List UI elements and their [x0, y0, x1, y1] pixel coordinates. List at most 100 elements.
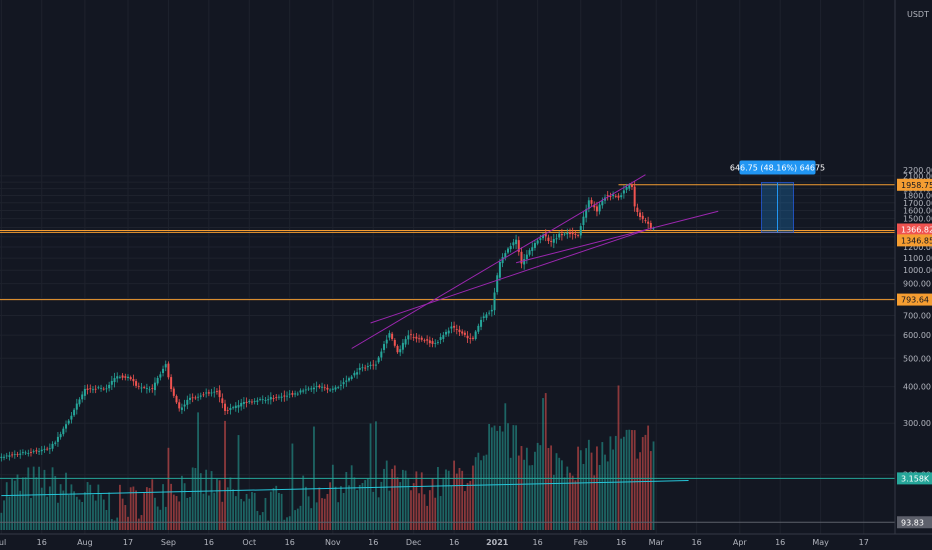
candle-body [210, 392, 213, 394]
candle-body [11, 454, 14, 456]
volume-bar [358, 484, 361, 530]
candle-body [593, 204, 596, 208]
candle-body [622, 190, 625, 194]
volume-bar [175, 496, 178, 530]
candle-body [27, 453, 30, 454]
candle-body [415, 336, 418, 339]
volume-bar [415, 471, 418, 530]
horizontal-levels[interactable] [0, 184, 895, 301]
volume-bar [280, 493, 283, 530]
candle-body [431, 341, 434, 344]
candle-body [261, 399, 264, 401]
volume-bar [636, 458, 639, 530]
price-tick-label: 700.00 [903, 312, 931, 321]
candle-body [407, 335, 410, 340]
time-tick-label: 16 [37, 538, 47, 547]
candle-body [259, 399, 262, 400]
candle-body [121, 375, 124, 378]
volume-bar [121, 498, 124, 530]
volume-bar [162, 484, 164, 530]
candle-body [102, 388, 105, 390]
volume-bar [38, 466, 40, 530]
candle-body [183, 404, 186, 407]
candle-body [466, 335, 469, 339]
candle-body [369, 364, 372, 366]
candle-body [124, 376, 127, 378]
candle-body [477, 325, 480, 332]
volume-bar [366, 478, 369, 530]
volume-bar [92, 494, 94, 530]
volume-bar [183, 483, 186, 530]
volume-bar [326, 493, 329, 530]
candle-body [35, 450, 38, 452]
candle-body [334, 387, 337, 390]
candle-body [639, 212, 642, 218]
price-range-projection[interactable]: 646.75 (48.16%) 64675 [730, 160, 825, 233]
time-tick-label: 17 [123, 538, 133, 547]
candle-body [345, 380, 348, 382]
candle-body [162, 368, 165, 373]
volume-bar [569, 472, 571, 530]
candle-body [307, 388, 310, 390]
candle-body [404, 339, 407, 345]
candle-body [418, 338, 421, 340]
volume-bar [248, 498, 251, 530]
candle-body [396, 346, 399, 353]
candle-body [178, 402, 181, 409]
candle-body [100, 387, 103, 389]
time-tick-label: Mar [649, 538, 665, 547]
volume-bar [455, 473, 458, 530]
volume-bar [234, 496, 237, 530]
volume-bar [251, 491, 253, 530]
candle-body [62, 428, 65, 435]
volume-bar [334, 486, 337, 530]
volume-bar [377, 497, 380, 530]
volume-bar [512, 425, 515, 530]
candle-body [533, 243, 536, 248]
candle-body [587, 200, 590, 210]
volume-bar [515, 425, 517, 530]
volume-bar [641, 437, 644, 530]
candle-body [329, 389, 332, 391]
candle-body [531, 247, 534, 251]
volume-bar [401, 469, 404, 530]
volume-bar [94, 500, 97, 530]
volume-bar [407, 478, 410, 530]
candle-body [426, 339, 429, 341]
price-tick-label: 1100.00 [903, 254, 932, 263]
time-tick-label: 16 [775, 538, 785, 547]
volume-bar [598, 464, 601, 530]
time-axis[interactable]: Jul 16 Aug 17 Sep 16 Oct 16 Nov 16 Dec 16 2021 16 Feb 1… [0, 538, 869, 547]
volume-bar [286, 517, 288, 530]
volume-bar [614, 435, 617, 530]
volume-bar [625, 429, 628, 530]
grid-lines [0, 0, 895, 534]
candle-body [232, 407, 235, 409]
volume-bar [593, 475, 596, 530]
candle-body [86, 388, 89, 390]
candle-body [547, 237, 550, 241]
candle-body [48, 448, 51, 450]
candle-body [385, 339, 388, 344]
volume-bar [566, 466, 569, 530]
volume-bar [488, 423, 491, 530]
volume-bar [102, 499, 105, 530]
volume-bar [375, 421, 377, 530]
volume-bar [420, 472, 423, 530]
candle-body [374, 364, 377, 366]
candle-body [153, 382, 156, 391]
volume-bar [143, 493, 146, 530]
volume-bar [194, 467, 197, 530]
candle-body [29, 452, 32, 453]
volume-bar [639, 452, 641, 530]
volume-bar [199, 473, 202, 530]
volume-bar [342, 492, 345, 530]
trend-lines[interactable] [1, 174, 719, 497]
volume-bar [507, 423, 509, 530]
volume-bar [528, 465, 531, 530]
candle-body [401, 342, 404, 350]
candle-body [286, 395, 289, 397]
candle-body [493, 292, 496, 311]
candle-body [574, 233, 577, 235]
